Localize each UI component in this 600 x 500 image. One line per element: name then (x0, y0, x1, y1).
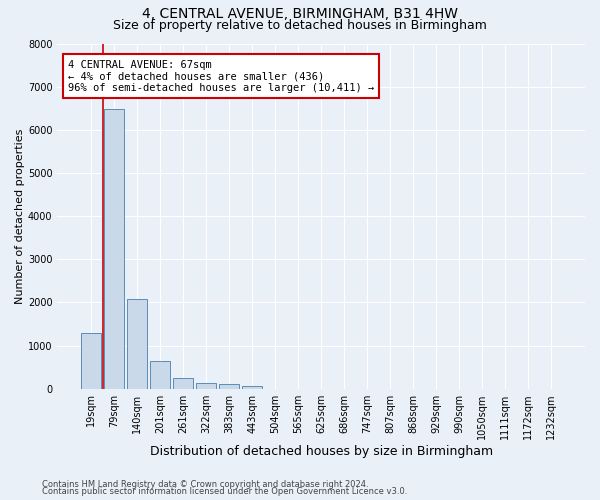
Bar (196, 382, 216, 388)
Bar (150, 362, 170, 388)
Bar (81, 332, 101, 388)
Bar (127, 299, 147, 388)
Text: 4 CENTRAL AVENUE: 67sqm
← 4% of detached houses are smaller (436)
96% of semi-de: 4 CENTRAL AVENUE: 67sqm ← 4% of detached… (68, 60, 374, 92)
Text: Contains public sector information licensed under the Open Government Licence v3: Contains public sector information licen… (42, 487, 407, 496)
Text: Size of property relative to detached houses in Birmingham: Size of property relative to detached ho… (113, 18, 487, 32)
Text: Contains HM Land Registry data © Crown copyright and database right 2024.: Contains HM Land Registry data © Crown c… (42, 480, 368, 489)
Bar (220, 384, 239, 388)
Y-axis label: Number of detached properties: Number of detached properties (15, 128, 25, 304)
Bar (104, 108, 124, 388)
Bar (173, 378, 193, 388)
Text: 4, CENTRAL AVENUE, BIRMINGHAM, B31 4HW: 4, CENTRAL AVENUE, BIRMINGHAM, B31 4HW (142, 8, 458, 22)
Bar (242, 386, 262, 388)
X-axis label: Distribution of detached houses by size in Birmingham: Distribution of detached houses by size … (149, 444, 493, 458)
